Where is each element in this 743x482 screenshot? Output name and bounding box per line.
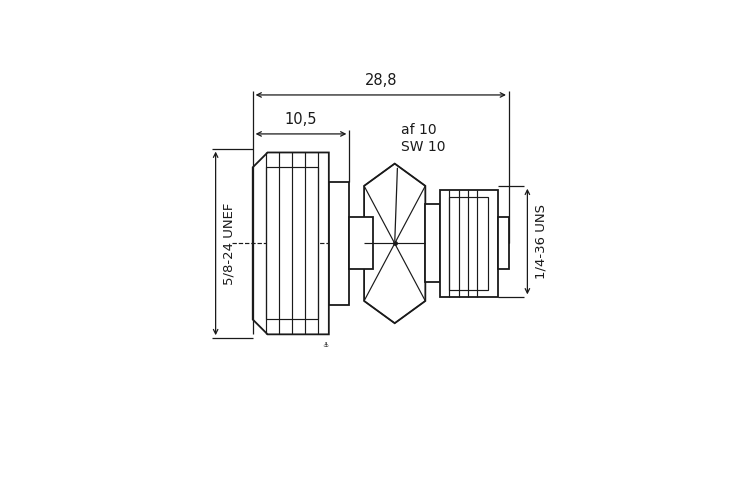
Bar <box>329 182 349 305</box>
Text: 5/8-24 UNEF: 5/8-24 UNEF <box>222 202 236 284</box>
Polygon shape <box>364 163 425 323</box>
Bar <box>425 204 440 282</box>
Bar <box>349 217 374 269</box>
Text: 1/4-36 UNS: 1/4-36 UNS <box>534 204 547 279</box>
Bar <box>266 167 318 320</box>
Text: af 10
SW 10: af 10 SW 10 <box>401 123 446 154</box>
Text: 28,8: 28,8 <box>365 73 397 88</box>
Polygon shape <box>253 152 329 335</box>
Text: 10,5: 10,5 <box>285 112 317 127</box>
Bar <box>498 217 509 269</box>
Text: ⚓: ⚓ <box>322 342 328 348</box>
Bar <box>450 197 488 290</box>
Bar <box>440 189 498 297</box>
